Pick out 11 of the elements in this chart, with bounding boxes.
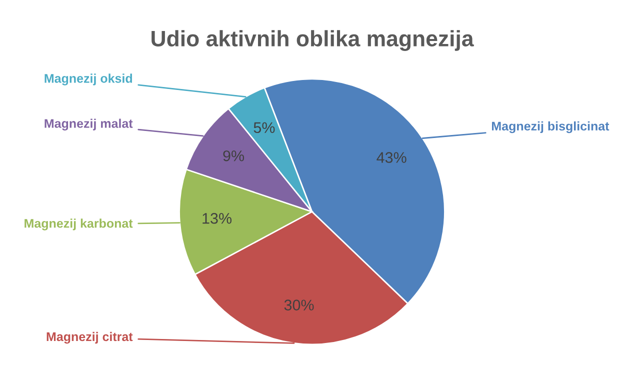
data-label: 5% bbox=[254, 122, 275, 134]
data-label: 9% bbox=[223, 150, 244, 162]
data-label: 43% bbox=[376, 152, 406, 163]
slice-label: Magnezij oksid bbox=[44, 74, 132, 86]
slice-label: Magnezij bisglicinat bbox=[492, 121, 610, 134]
data-label: 13% bbox=[202, 212, 232, 224]
chart-title: Udio aktivnih oblika magnezija bbox=[152, 30, 474, 51]
data-label: 30% bbox=[284, 300, 314, 310]
slice-label: Magnezij karbonat bbox=[24, 218, 133, 230]
slice-label: Magnezij citrat bbox=[46, 332, 133, 344]
slice-label: Magnezij malat bbox=[44, 118, 133, 130]
